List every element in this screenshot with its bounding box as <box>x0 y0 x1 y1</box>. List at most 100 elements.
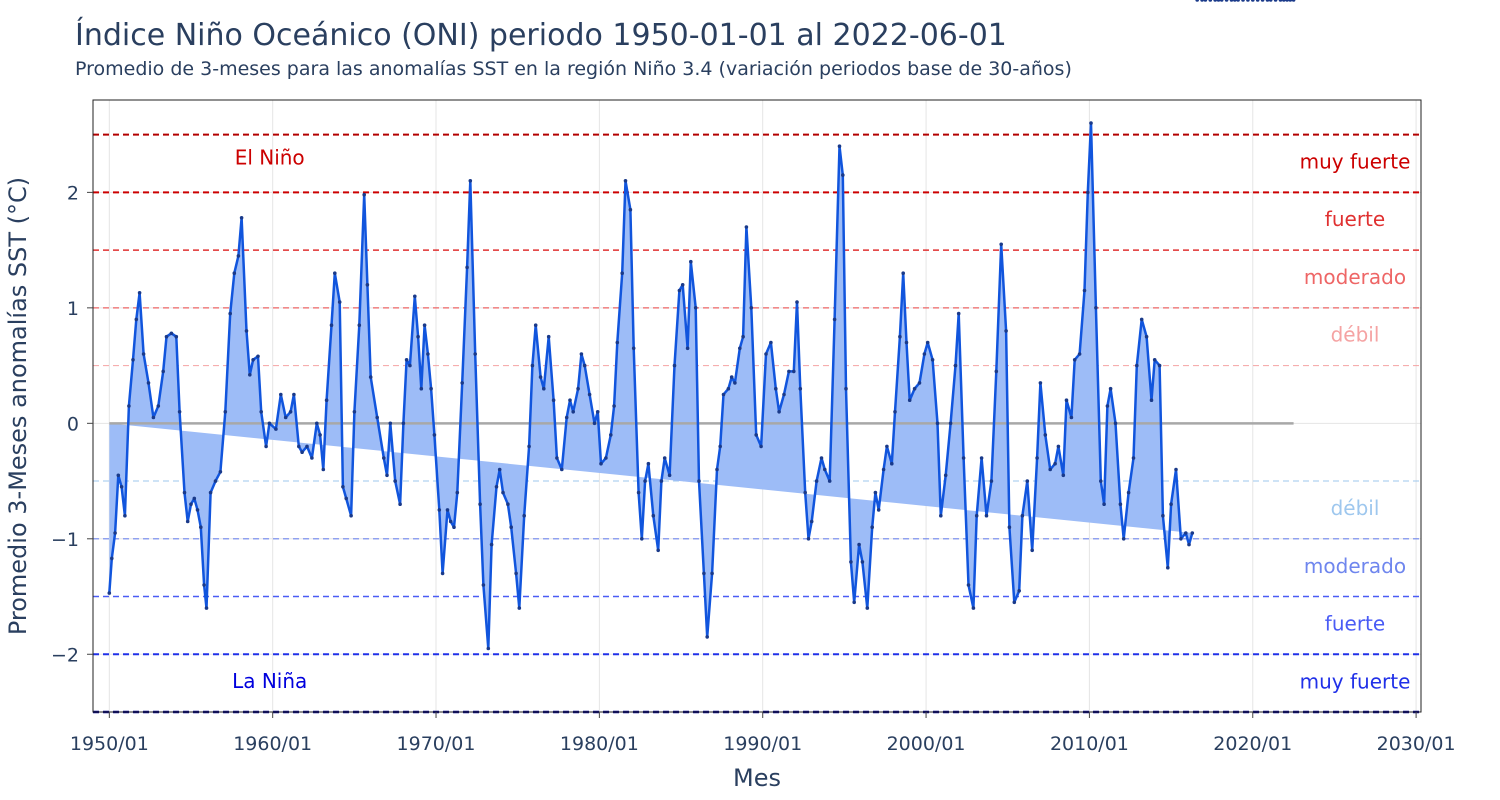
oni-point <box>1069 415 1074 420</box>
oni-point <box>349 513 353 518</box>
oni-point <box>721 392 726 397</box>
oni-point <box>893 410 897 414</box>
oni-point <box>787 369 791 374</box>
oni-point <box>189 502 193 507</box>
y-axis: −2 −1 0 1 2 <box>51 182 93 666</box>
x-tick-label: 2030/01 <box>1377 733 1456 755</box>
oni-point <box>971 606 976 610</box>
oni-point <box>1012 600 1017 605</box>
oni-point <box>1246 0 1250 2</box>
oni-point <box>1089 121 1093 125</box>
oni-point <box>1268 0 1273 2</box>
oni-point <box>733 381 737 385</box>
band-label: moderado <box>1304 554 1406 578</box>
oni-point <box>1265 0 1270 2</box>
oni-point <box>571 410 575 414</box>
oni-point <box>953 363 958 368</box>
oni-point <box>1144 334 1149 339</box>
oni-point <box>764 352 768 356</box>
oni-point <box>279 392 283 397</box>
oni-point <box>592 421 597 426</box>
band-label: débil <box>1331 496 1380 520</box>
oni-point <box>1219 0 1224 2</box>
band-labels: muy fuerte fuerte moderado débil débil modera… <box>232 146 1410 694</box>
oni-point <box>204 606 209 610</box>
oni-point <box>774 386 778 391</box>
oni-point <box>452 525 456 529</box>
oni-point <box>437 508 442 512</box>
oni-point <box>460 381 465 385</box>
oni-point <box>1072 358 1077 362</box>
x-axis-title: Mes <box>733 764 781 792</box>
oni-point <box>131 358 135 362</box>
oni-point <box>300 450 304 455</box>
oni-point <box>643 479 647 483</box>
oni-point <box>365 283 370 287</box>
oni-point <box>478 502 482 507</box>
oni-point <box>113 531 117 535</box>
oni-point <box>852 600 856 605</box>
oni-point <box>823 467 827 472</box>
oni-point <box>1118 502 1123 507</box>
oni-point <box>777 410 781 414</box>
oni-point <box>1004 329 1008 333</box>
oni-point <box>1213 0 1217 2</box>
oni-point <box>1061 473 1066 478</box>
oni-point <box>1187 542 1191 547</box>
oni-point <box>494 485 499 489</box>
oni-point <box>1190 531 1195 535</box>
oni-point <box>697 479 701 483</box>
oni-series <box>107 0 1296 651</box>
oni-point <box>440 571 445 576</box>
x-tick-label: 1960/01 <box>233 733 312 755</box>
oni-point <box>1017 589 1021 593</box>
oni-point <box>568 398 572 403</box>
x-axis: 1950/01 1960/01 1970/01 1980/01 1990/01 2000/… <box>70 712 1456 755</box>
oni-point <box>123 513 127 518</box>
oni-point <box>662 456 667 460</box>
oni-point <box>530 363 535 368</box>
oni-point <box>979 456 984 460</box>
oni-point <box>1251 0 1255 2</box>
x-tick-label: 1980/01 <box>560 733 639 755</box>
oni-point <box>357 323 362 328</box>
oni-point <box>1224 0 1229 2</box>
oni-point <box>141 352 146 356</box>
oni-point <box>321 467 326 472</box>
oni-point <box>1048 467 1052 472</box>
oni-point <box>107 591 112 595</box>
oni-point <box>267 421 272 426</box>
oni-point <box>174 334 179 339</box>
band-label: muy fuerte <box>1300 149 1411 173</box>
oni-point <box>1255 0 1260 2</box>
oni-point <box>1179 537 1183 541</box>
oni-point <box>465 265 469 270</box>
chart-title: Índice Niño Oceánico (ONI) periodo 1950-… <box>75 18 1007 53</box>
band-label: fuerte <box>1325 612 1385 636</box>
oni-point <box>352 410 357 414</box>
oni-point <box>429 386 433 391</box>
chart-subtitle: Promedio de 3-meses para las anomalías S… <box>75 58 1072 80</box>
x-tick-label: 1990/01 <box>723 733 802 755</box>
oni-point <box>948 421 953 426</box>
oni-point <box>782 392 786 397</box>
oni-point <box>890 461 894 466</box>
oni-point <box>922 352 927 356</box>
oni-point <box>1038 381 1043 385</box>
oni-point <box>680 283 685 287</box>
oni-point <box>693 306 698 310</box>
oni-point <box>803 490 807 495</box>
oni-point <box>305 444 309 449</box>
oni-point <box>202 583 206 587</box>
band-label: fuerte <box>1325 207 1385 231</box>
oni-point <box>667 473 672 478</box>
oni-point <box>1161 513 1165 518</box>
y-tick-label: −1 <box>51 529 79 551</box>
oni-point <box>481 583 486 587</box>
oni-point <box>844 386 848 391</box>
oni-point <box>609 433 613 437</box>
oni-point <box>419 386 424 391</box>
oni-point <box>127 404 131 408</box>
band-label: débil <box>1331 323 1380 347</box>
oni-point <box>999 242 1003 247</box>
